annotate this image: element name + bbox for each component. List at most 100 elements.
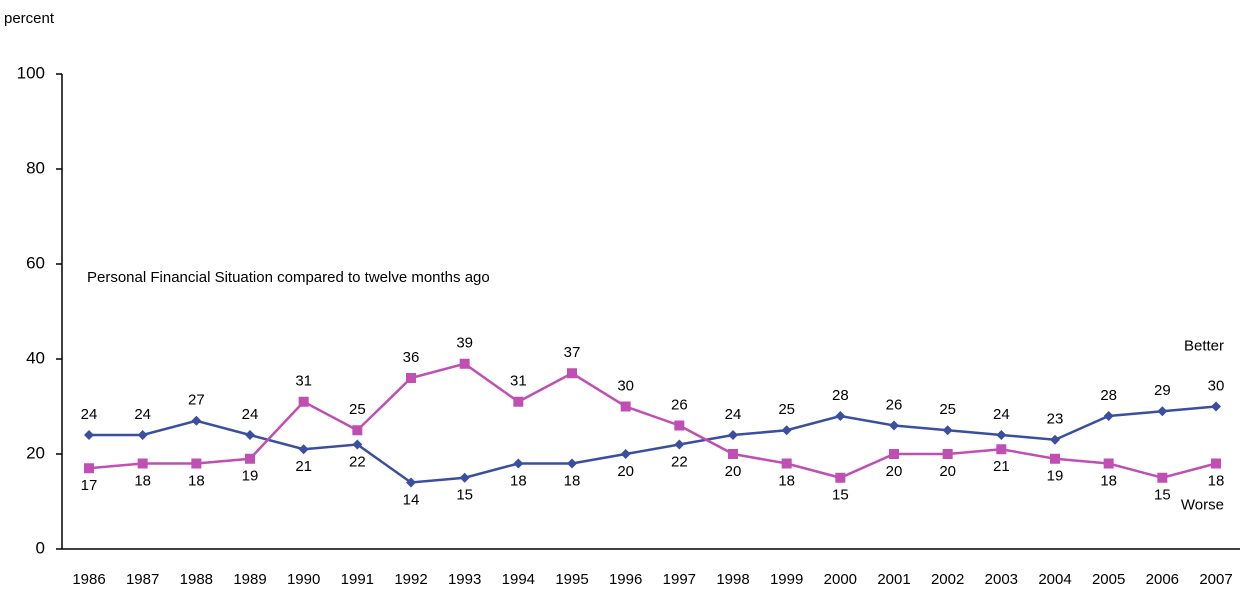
x-tick-label: 1994 xyxy=(502,571,535,588)
data-label: 25 xyxy=(778,401,795,418)
data-label: 24 xyxy=(725,406,742,423)
data-label: 39 xyxy=(456,335,473,352)
data-label: 18 xyxy=(1208,472,1225,489)
marker xyxy=(84,430,94,440)
x-tick-label: 1999 xyxy=(770,571,803,588)
data-label: 15 xyxy=(456,487,473,504)
legend-label: Worse xyxy=(1181,496,1224,513)
marker xyxy=(1103,411,1114,421)
marker xyxy=(674,420,685,431)
data-label: 14 xyxy=(403,491,420,508)
marker xyxy=(245,453,255,464)
data-label: 20 xyxy=(939,463,956,480)
marker xyxy=(620,401,631,412)
data-label: 17 xyxy=(81,477,98,494)
data-label: 31 xyxy=(510,373,527,390)
marker xyxy=(1050,453,1060,464)
y-tick-label: 100 xyxy=(17,63,45,82)
series-line xyxy=(89,405,1217,484)
data-label: 24 xyxy=(134,406,151,423)
marker xyxy=(1211,401,1221,412)
marker xyxy=(1050,434,1060,445)
x-tick-label: 2002 xyxy=(931,571,964,588)
x-tick-label: 2003 xyxy=(985,571,1018,588)
data-label: 18 xyxy=(564,472,581,489)
data-label: 21 xyxy=(993,458,1010,475)
data-label: 18 xyxy=(188,472,205,489)
marker xyxy=(298,396,309,407)
marker xyxy=(835,472,846,483)
marker xyxy=(352,439,363,450)
marker xyxy=(996,430,1007,440)
marker xyxy=(835,411,846,421)
marker xyxy=(191,458,202,469)
marker xyxy=(459,472,470,483)
x-tick-label: 1986 xyxy=(72,571,105,588)
data-label: 20 xyxy=(617,463,634,480)
x-tick-label: 1996 xyxy=(609,571,642,588)
data-label: 24 xyxy=(81,406,98,423)
x-tick-label: 1998 xyxy=(716,571,749,588)
marker xyxy=(674,439,685,450)
marker xyxy=(513,396,524,407)
data-label: 31 xyxy=(295,373,312,390)
marker xyxy=(781,425,792,436)
marker xyxy=(942,449,953,459)
x-tick-label: 1990 xyxy=(287,571,320,588)
data-label: 30 xyxy=(617,377,634,394)
data-label: 37 xyxy=(564,344,581,361)
marker xyxy=(352,425,363,436)
x-tick-label: 1995 xyxy=(555,571,588,588)
x-tick-label: 1997 xyxy=(663,571,696,588)
data-label: 19 xyxy=(1047,468,1064,485)
x-tick-label: 2006 xyxy=(1146,571,1179,588)
data-label: 19 xyxy=(242,468,259,485)
marker xyxy=(889,449,899,459)
data-label: 28 xyxy=(1100,387,1117,404)
legend-label: Better xyxy=(1184,337,1224,354)
data-label: 27 xyxy=(188,392,205,409)
data-label: 15 xyxy=(1154,487,1171,504)
x-tick-label: 2007 xyxy=(1199,571,1232,588)
data-label: 28 xyxy=(832,387,849,404)
data-label: 24 xyxy=(242,406,259,423)
x-tick-label: 2001 xyxy=(877,571,910,588)
marker xyxy=(1157,472,1168,483)
marker xyxy=(191,415,202,426)
data-label: 15 xyxy=(832,487,849,504)
marker xyxy=(942,425,953,436)
marker xyxy=(1211,458,1221,469)
y-tick-label: 60 xyxy=(26,253,45,272)
y-tick-label: 20 xyxy=(26,443,45,462)
marker xyxy=(567,458,577,469)
data-label: 21 xyxy=(295,458,312,475)
data-label: 20 xyxy=(725,463,742,480)
data-label: 23 xyxy=(1047,411,1064,428)
marker xyxy=(620,449,631,459)
data-label: 26 xyxy=(671,396,688,413)
marker xyxy=(84,463,94,474)
marker xyxy=(996,444,1007,455)
data-label: 18 xyxy=(778,472,795,489)
data-label: 22 xyxy=(349,453,366,470)
x-tick-label: 1993 xyxy=(448,571,481,588)
x-tick-label: 1992 xyxy=(394,571,427,588)
marker xyxy=(137,458,148,469)
y-tick-label: 80 xyxy=(26,158,45,177)
data-label: 18 xyxy=(1100,472,1117,489)
marker xyxy=(513,458,524,469)
y-axis-label: percent xyxy=(4,10,55,27)
data-label: 30 xyxy=(1208,377,1225,394)
marker xyxy=(245,430,255,440)
y-tick-label: 40 xyxy=(26,348,45,367)
data-label: 36 xyxy=(403,349,420,366)
marker xyxy=(298,444,309,455)
x-tick-label: 2000 xyxy=(824,571,857,588)
data-label: 20 xyxy=(886,463,903,480)
data-label: 22 xyxy=(671,453,688,470)
x-tick-label: 1989 xyxy=(233,571,266,588)
marker xyxy=(1103,458,1114,469)
marker xyxy=(1157,406,1168,417)
data-label: 18 xyxy=(510,472,527,489)
